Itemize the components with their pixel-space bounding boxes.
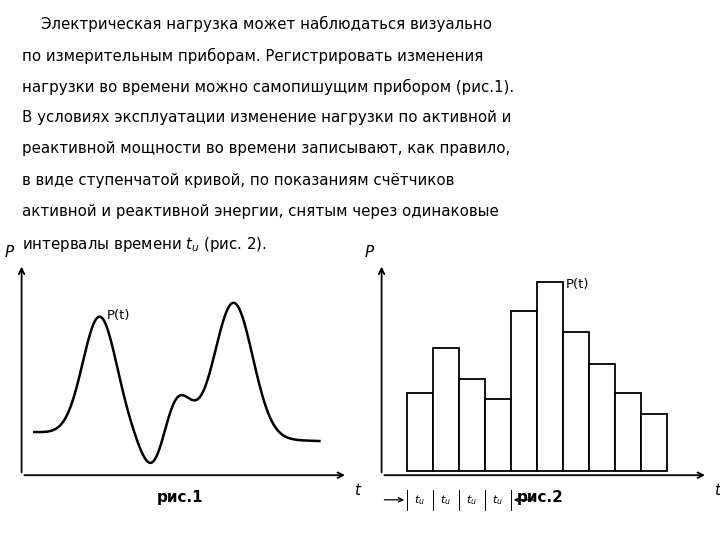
Text: интервалы времени $t_{u}$ (рис. 2).: интервалы времени $t_{u}$ (рис. 2). (22, 235, 266, 254)
Bar (511, 311, 537, 471)
Text: В условиях эксплуатации изменение нагрузки по активной и: В условиях эксплуатации изменение нагруз… (22, 110, 511, 125)
Bar (589, 364, 615, 471)
Text: t: t (714, 483, 720, 498)
Text: $t_{u}$: $t_{u}$ (492, 493, 503, 507)
Bar (537, 282, 563, 471)
Text: активной и реактивной энергии, снятым через одинаковые: активной и реактивной энергии, снятым че… (22, 204, 498, 219)
Bar (407, 393, 433, 471)
Text: Электрическая нагрузка может наблюдаться визуально: Электрическая нагрузка может наблюдаться… (22, 16, 492, 32)
Text: $t_{u}$: $t_{u}$ (467, 493, 477, 507)
Text: P: P (4, 245, 14, 260)
Text: P(t): P(t) (566, 278, 589, 291)
Bar (433, 348, 459, 471)
Text: рис.1: рис.1 (157, 490, 203, 505)
Text: рис.2: рис.2 (516, 490, 564, 505)
Text: t: t (354, 483, 360, 498)
Text: P(t): P(t) (107, 309, 130, 322)
Text: в виде ступенчатой кривой, по показаниям счётчиков: в виде ступенчатой кривой, по показаниям… (22, 173, 454, 188)
Text: нагрузки во времени можно самопишущим прибором (рис.1).: нагрузки во времени можно самопишущим пр… (22, 79, 514, 95)
Bar (485, 399, 511, 471)
Text: по измерительным приборам. Регистрировать изменения: по измерительным приборам. Регистрироват… (22, 48, 483, 64)
Text: $t_{u}$: $t_{u}$ (441, 493, 451, 507)
Bar (459, 379, 485, 471)
Text: $t_{u}$: $t_{u}$ (415, 493, 426, 507)
Bar (615, 393, 641, 471)
Text: реактивной мощности во времени записывают, как правило,: реактивной мощности во времени записываю… (22, 141, 510, 157)
Text: P: P (364, 245, 374, 260)
Bar (641, 414, 667, 471)
Bar (563, 332, 589, 471)
